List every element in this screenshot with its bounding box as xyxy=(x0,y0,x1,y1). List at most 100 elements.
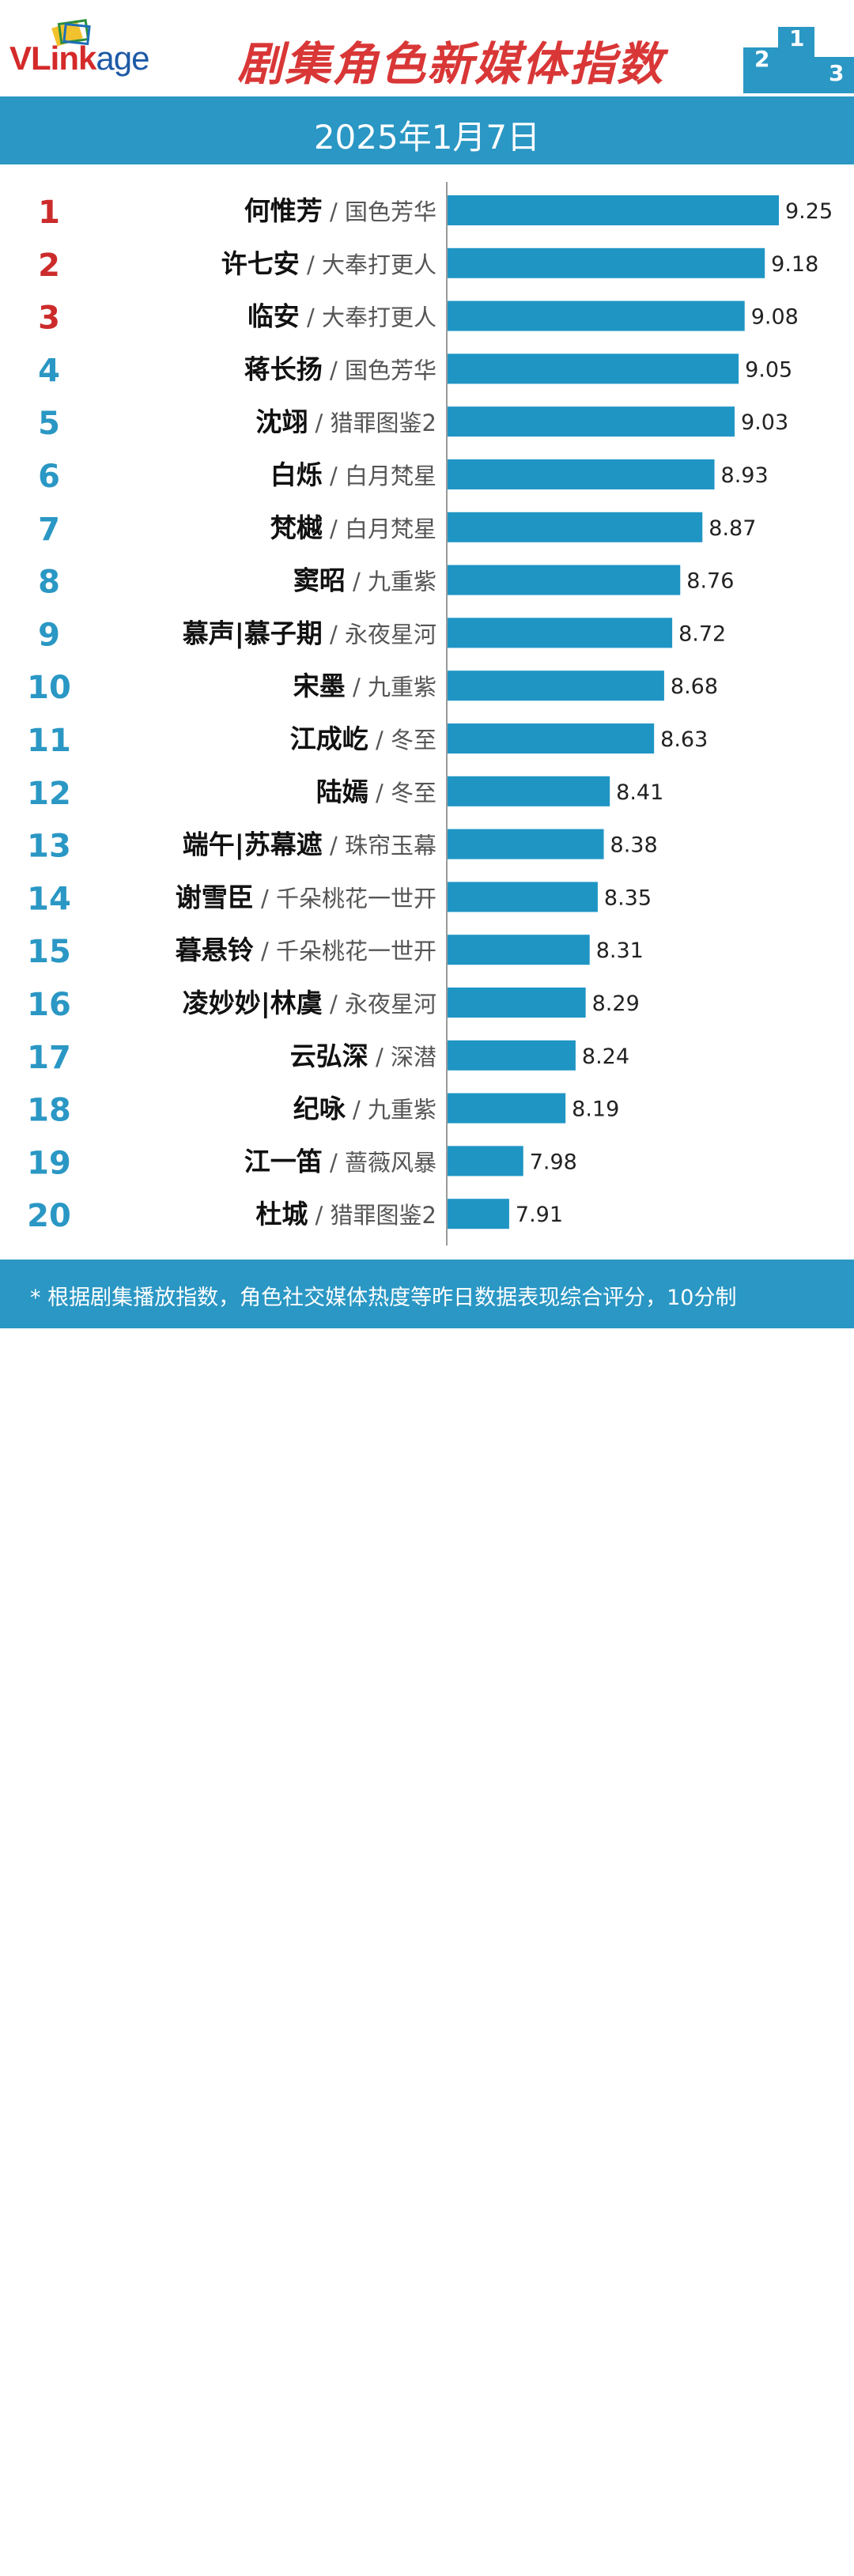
bar-label: 暮悬铃 / 千朵桃花一世开 xyxy=(176,935,436,965)
character-name: 沈翊 xyxy=(255,406,308,437)
bar-label: 杜城 / 猎罪图鉴2 xyxy=(255,1199,436,1229)
separator: / xyxy=(308,410,330,436)
character-name: 纪咏 xyxy=(293,1093,346,1124)
bar-label: 窦昭 / 九重紫 xyxy=(293,565,436,596)
rank-number: 14 xyxy=(27,881,71,917)
bar xyxy=(447,353,739,384)
bar-label: 江一笛 / 蔷薇风暴 xyxy=(244,1146,436,1177)
value-label: 9.05 xyxy=(745,357,792,382)
character-name: 许七安 xyxy=(221,248,300,279)
bar-label: 凌妙妙|林虞 / 永夜星河 xyxy=(183,988,436,1018)
value-label: 9.08 xyxy=(751,305,799,330)
logo-text: VLinkage xyxy=(9,40,149,77)
rank-number: 20 xyxy=(27,1198,71,1234)
character-name: 临安 xyxy=(248,301,300,332)
header: VLinkage 剧集角色新媒体指数 2 1 3 xyxy=(0,0,854,96)
separator: / xyxy=(323,1149,345,1176)
value-label: 8.76 xyxy=(686,569,734,594)
bar xyxy=(447,988,586,1018)
rank-number: 3 xyxy=(38,300,60,337)
separator: / xyxy=(323,833,345,859)
show-name: 千朵桃花一世开 xyxy=(276,885,436,912)
page-title: 剧集角色新媒体指数 xyxy=(237,37,665,91)
rank-number: 13 xyxy=(27,829,71,865)
show-name: 深潜 xyxy=(391,1044,436,1071)
separator: / xyxy=(308,1202,330,1229)
show-name: 大奉打更人 xyxy=(322,251,436,278)
footer-banner: * 根据剧集播放指数，角色社交媒体热度等昨日数据表现综合评分，10分制 @星执客… xyxy=(0,1260,854,2575)
bar xyxy=(447,406,735,437)
rank-number: 17 xyxy=(27,1040,71,1076)
separator: / xyxy=(323,621,345,648)
value-label: 8.41 xyxy=(616,780,663,805)
show-name: 国色芳华 xyxy=(345,198,436,225)
bar-label: 谢雪臣 / 千朵桃花一世开 xyxy=(176,882,436,912)
watermark: @星执客Firstly xyxy=(508,2551,652,2575)
bar xyxy=(447,618,673,648)
bar xyxy=(447,1199,509,1229)
show-name: 永夜星河 xyxy=(345,991,436,1018)
logo-text-bold: VLink xyxy=(9,40,96,77)
bar-label: 梵樾 / 白月梵星 xyxy=(270,512,436,543)
character-name: 蒋长扬 xyxy=(244,353,323,384)
bar-label: 蒋长扬 / 国色芳华 xyxy=(244,353,436,384)
rank-number: 16 xyxy=(27,987,71,1023)
show-name: 白月梵星 xyxy=(345,463,436,489)
value-label: 8.29 xyxy=(592,991,640,1016)
character-name: 窦昭 xyxy=(293,565,346,596)
value-label: 8.87 xyxy=(709,516,756,541)
bar xyxy=(447,247,765,278)
logo-text-lite: age xyxy=(96,40,149,77)
bar xyxy=(447,1146,523,1177)
value-label: 7.91 xyxy=(516,1203,563,1227)
rank-number: 4 xyxy=(38,353,60,389)
bar-label: 许七安 / 大奉打更人 xyxy=(221,248,436,279)
show-name: 冬至 xyxy=(391,780,436,806)
separator: / xyxy=(368,727,391,754)
character-name: 端午|苏幕遮 xyxy=(183,829,323,860)
date-banner: 2025年1月7日 xyxy=(0,96,854,164)
rank-number: 8 xyxy=(38,565,60,601)
bar xyxy=(447,829,604,859)
character-name: 云弘深 xyxy=(290,1041,368,1071)
show-name: 白月梵星 xyxy=(345,516,436,542)
bar xyxy=(447,195,779,225)
show-name: 九重紫 xyxy=(368,568,436,595)
separator: / xyxy=(368,1044,391,1071)
separator: / xyxy=(346,1097,368,1124)
rank-number: 5 xyxy=(38,406,60,442)
bar xyxy=(447,1093,566,1124)
bar xyxy=(447,512,703,542)
rank-number: 19 xyxy=(27,1145,71,1181)
bar-label: 沈翊 / 猎罪图鉴2 xyxy=(255,406,436,437)
show-name: 蔷薇风暴 xyxy=(345,1149,436,1176)
show-name: 冬至 xyxy=(391,727,436,754)
rank-number: 15 xyxy=(27,934,71,970)
value-label: 8.24 xyxy=(582,1044,629,1069)
rank-number: 10 xyxy=(27,670,71,706)
bar-label: 云弘深 / 深潜 xyxy=(290,1041,436,1071)
character-name: 暮悬铃 xyxy=(176,935,254,965)
separator: / xyxy=(368,780,391,806)
bar-label: 何惟芳 / 国色芳华 xyxy=(244,195,436,226)
value-label: 8.63 xyxy=(660,727,708,752)
separator: / xyxy=(323,991,345,1018)
separator: / xyxy=(300,304,322,331)
show-name: 大奉打更人 xyxy=(322,304,436,331)
rank-number: 11 xyxy=(27,723,71,759)
value-label: 7.98 xyxy=(530,1150,577,1174)
bar-label: 端午|苏幕遮 / 珠帘玉幕 xyxy=(183,829,436,860)
bar-label: 江成屹 / 冬至 xyxy=(290,723,436,754)
rank-number: 2 xyxy=(38,247,60,284)
rank-number: 1 xyxy=(38,195,60,231)
separator: / xyxy=(323,198,345,225)
character-name: 陆嫣 xyxy=(316,776,368,807)
show-name: 永夜星河 xyxy=(345,621,436,648)
separator: / xyxy=(323,463,345,489)
separator: / xyxy=(323,357,345,383)
separator: / xyxy=(254,938,276,965)
podium-icon: 2 1 3 xyxy=(743,25,854,93)
bar-label: 陆嫣 / 冬至 xyxy=(316,776,436,807)
character-name: 宋墨 xyxy=(293,670,346,701)
show-name: 九重紫 xyxy=(368,1097,436,1124)
